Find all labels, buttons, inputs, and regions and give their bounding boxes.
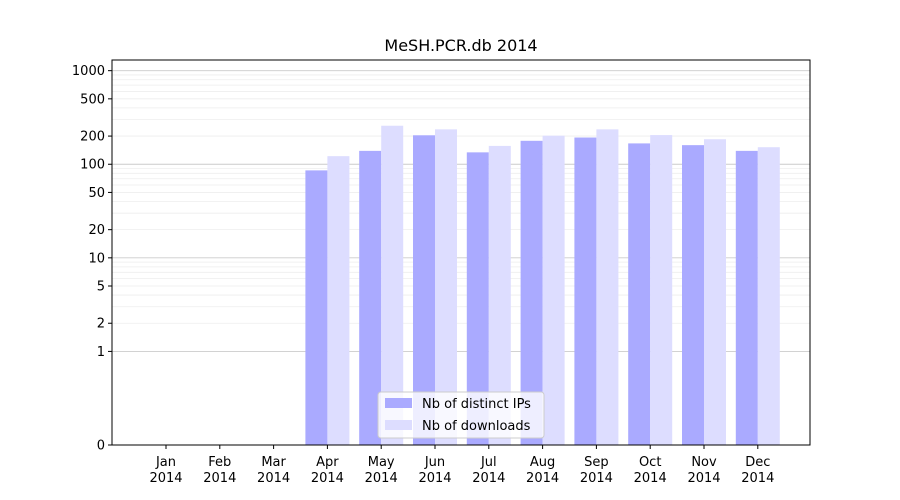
bars xyxy=(305,125,780,446)
y-tick-label: 2 xyxy=(97,317,105,332)
legend-swatch xyxy=(385,398,412,408)
x-tick-label: 2014 xyxy=(311,471,344,486)
bar-downloads xyxy=(757,147,780,445)
bar-downloads xyxy=(596,129,619,445)
bar-ips xyxy=(413,135,435,445)
x-tick-label: Jan xyxy=(155,455,176,470)
x-tick-label: Apr xyxy=(316,455,339,470)
x-tick-label: 2014 xyxy=(741,471,774,486)
bar-ips xyxy=(628,143,651,446)
x-tick-label: 2014 xyxy=(203,471,236,486)
x-tick-label: 2014 xyxy=(472,471,505,486)
bar-downloads xyxy=(435,129,457,445)
plot-frame xyxy=(111,59,811,446)
x-tick-label: 2014 xyxy=(365,471,398,486)
bar-ips xyxy=(735,150,758,445)
y-tick-label: 5 xyxy=(97,280,105,295)
y-tick-label: 500 xyxy=(80,92,105,107)
bar-ips xyxy=(305,170,328,445)
y-tick-label: 200 xyxy=(80,130,105,145)
x-tick-label: 2014 xyxy=(526,471,559,486)
x-tick-label: 2014 xyxy=(580,471,613,486)
y-tick-label: 20 xyxy=(88,223,105,238)
x-tick-label: 2014 xyxy=(149,471,182,486)
bar-downloads xyxy=(650,135,673,445)
bar-downloads xyxy=(381,125,404,445)
x-tick-label: Jul xyxy=(480,455,497,470)
y-tick-label: 10 xyxy=(88,251,105,266)
x-tick-label: 2014 xyxy=(418,471,451,486)
legend: Nb of distinct IPs Nb of downloads xyxy=(377,391,545,439)
axes xyxy=(111,59,811,446)
bar-ips xyxy=(359,150,382,445)
x-tick-label: Aug xyxy=(530,455,555,470)
bar-downloads xyxy=(488,145,511,445)
x-axis-ticks: Jan2014Feb2014Mar2014Apr2014May2014Jun20… xyxy=(149,445,774,486)
y-tick-label: 100 xyxy=(80,158,105,173)
bar-downloads xyxy=(327,156,350,445)
x-tick-label: Nov xyxy=(691,455,717,470)
x-tick-label: Mar xyxy=(261,455,286,470)
x-tick-label: Dec xyxy=(745,455,770,470)
bar-downloads xyxy=(704,139,726,445)
legend-swatch xyxy=(385,420,412,430)
x-tick-label: 2014 xyxy=(634,471,667,486)
x-tick-label: Oct xyxy=(639,455,661,470)
bar-ips xyxy=(520,140,543,445)
legend-label: Nb of distinct IPs xyxy=(422,397,531,412)
bar-ips xyxy=(574,137,597,446)
x-tick-label: 2014 xyxy=(257,471,290,486)
bar-ips xyxy=(682,145,704,445)
bar-ips xyxy=(466,152,489,445)
y-tick-label: 0 xyxy=(97,439,105,454)
y-tick-label: 1000 xyxy=(72,64,105,79)
y-tick-label: 50 xyxy=(88,186,105,201)
y-axis-ticks: 0 1 2 5 10 20 50 100 200 500 1000 xyxy=(72,64,112,454)
x-tick-label: Feb xyxy=(208,455,231,470)
x-tick-label: 2014 xyxy=(687,471,720,486)
chart-title: MeSH.PCR.db 2014 xyxy=(384,36,537,55)
x-tick-label: Jun xyxy=(424,455,445,470)
legend-label: Nb of downloads xyxy=(422,419,531,434)
y-tick-label: 1 xyxy=(97,345,105,360)
x-tick-label: May xyxy=(368,455,395,470)
x-tick-label: Sep xyxy=(584,455,609,470)
bar-downloads xyxy=(542,135,565,445)
legend-box xyxy=(377,391,545,439)
